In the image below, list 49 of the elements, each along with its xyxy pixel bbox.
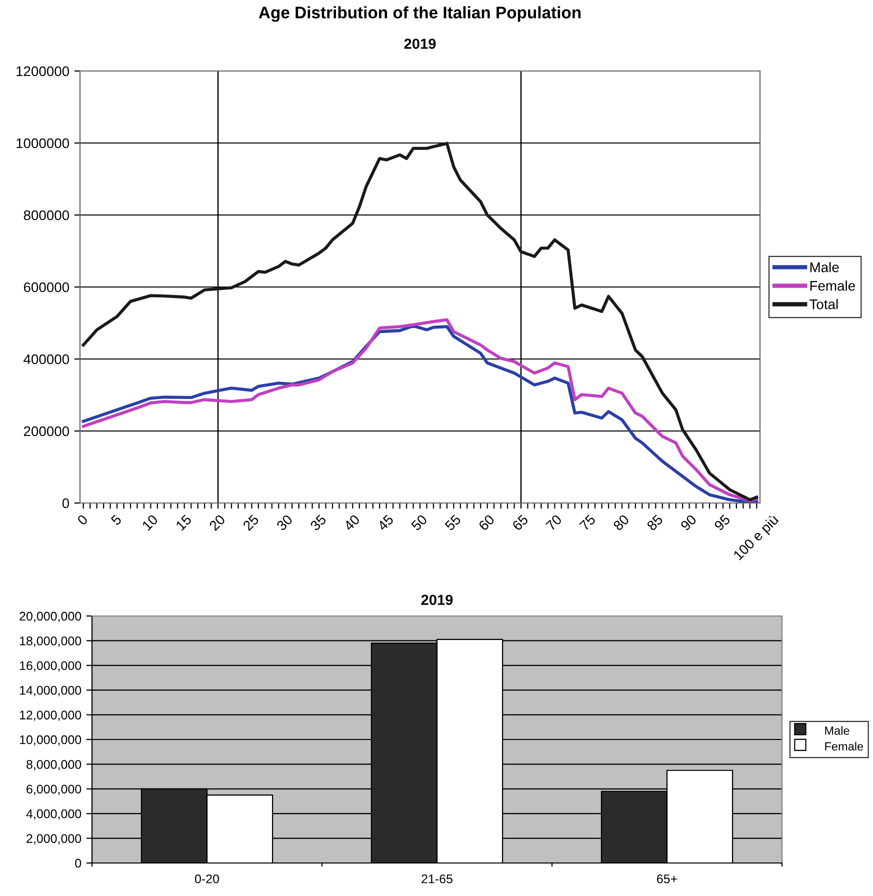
y-tick-label: 0	[75, 858, 82, 868]
x-tick-label: 85	[646, 514, 664, 532]
legend-label: Male	[825, 726, 850, 735]
legend-label: Total	[810, 299, 838, 310]
x-tick-label: 100 e più	[732, 514, 781, 562]
chart-title: 2019	[421, 594, 453, 606]
y-tick-label: 1200000	[16, 66, 70, 76]
x-tick-label: 80	[612, 514, 630, 532]
legend-label: Female	[825, 742, 864, 751]
x-tick-label: 55	[444, 514, 462, 532]
x-tick-label: 60	[478, 514, 496, 532]
y-tick-label: 800000	[24, 210, 70, 220]
x-tick-label: 65	[512, 514, 529, 532]
x-tick-label: 10	[142, 514, 158, 531]
chart-title: Age Distribution of the Italian Population	[258, 6, 581, 22]
y-tick-label: 14,000,000	[20, 686, 82, 696]
y-tick-label: 400000	[24, 354, 70, 364]
y-tick-label: 18,000,000	[20, 636, 82, 647]
x-tick-label: 21-65	[422, 874, 452, 884]
x-tick-label: 75	[579, 514, 596, 532]
x-tick-label: 70	[545, 514, 562, 532]
chart-subtitle: 2019	[404, 38, 436, 49]
y-tick-label: 8,000,000	[26, 760, 82, 770]
y-tick-label: 6,000,000	[26, 784, 82, 796]
y-tick-label: 0	[62, 498, 70, 508]
x-tick-label: 0-20	[194, 874, 220, 884]
y-tick-label: 200000	[24, 426, 70, 436]
y-tick-label: 1000000	[16, 138, 70, 148]
y-tick-label: 16,000,000	[20, 661, 82, 672]
x-tick-label: 95	[714, 514, 731, 532]
x-tick-label: 30	[276, 514, 294, 532]
y-tick-label: 20,000,000	[20, 612, 82, 622]
x-tick-label: 15	[175, 514, 192, 531]
y-tick-label: 12,000,000	[20, 710, 82, 721]
legend-label: Male	[810, 262, 839, 272]
x-tick-label: 90	[680, 514, 698, 532]
x-tick-label: 35	[310, 514, 327, 532]
x-tick-label: 65+	[657, 874, 677, 884]
legend-label: Female	[810, 280, 855, 291]
y-tick-label: 10,000,000	[20, 735, 82, 746]
y-tick-label: 2,000,000	[26, 834, 82, 844]
x-tick-label: 45	[376, 514, 394, 532]
x-tick-label: 20	[208, 514, 226, 532]
x-tick-label: 40	[343, 514, 360, 532]
x-tick-label: 25	[242, 514, 260, 532]
x-tick-label: 5	[110, 514, 122, 526]
x-tick-label: 50	[410, 514, 428, 532]
y-tick-label: 4,000,000	[26, 809, 82, 820]
y-tick-label: 600000	[24, 282, 70, 292]
